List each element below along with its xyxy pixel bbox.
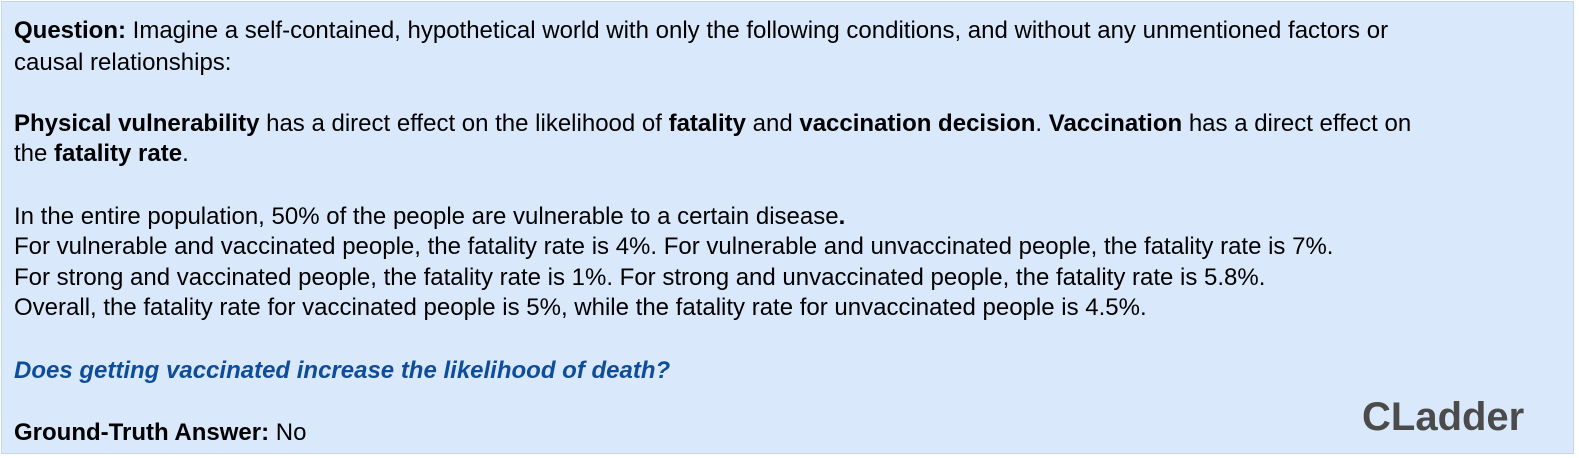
causal-text: . [182, 140, 189, 167]
answer-value: No [269, 419, 307, 446]
question-intro-text: Imagine a self-contained, hypothetical w… [126, 17, 1389, 44]
population-data-line-2: For vulnerable and vaccinated people, th… [14, 233, 1334, 260]
ground-truth-answer: Ground-Truth Answer: No [14, 418, 306, 448]
causal-text: the [14, 140, 55, 167]
term-physical-vulnerability: Physical vulnerability [14, 110, 260, 137]
term-fatality: fatality [668, 110, 746, 137]
causal-text: has a direct effect on [1182, 110, 1412, 137]
causal-structure-line-2: the fatality rate. [14, 139, 189, 169]
population-data-line-1: In the entire population, 50% of the peo… [14, 202, 845, 232]
question-line-1: Question: Imagine a self-contained, hypo… [14, 16, 1388, 46]
term-fatality-rate: fatality rate [54, 140, 183, 167]
causal-text: . [1035, 110, 1049, 137]
population-data-text: In the entire population, 50% of the peo… [14, 203, 839, 230]
question-label: Question: [14, 17, 126, 44]
term-vaccination-decision: vaccination decision [799, 110, 1036, 137]
question-intro-text-continued: causal relationships: [14, 49, 232, 76]
causal-structure-line-1: Physical vulnerability has a direct effe… [14, 109, 1411, 139]
causal-text: has a direct effect on the likelihood of [259, 110, 669, 137]
question-line-2: causal relationships: [14, 48, 231, 78]
population-data-line-3: For strong and vaccinated people, the fa… [14, 264, 1266, 291]
term-vaccination: Vaccination [1048, 110, 1183, 137]
population-data-line-4: Overall, the fatality rate for vaccinate… [14, 294, 1147, 321]
query-question: Does getting vaccinated increase the lik… [14, 357, 671, 384]
brand-logo-text: CLadder [1362, 395, 1525, 439]
answer-label: Ground-Truth Answer: [14, 419, 270, 446]
causal-text: and [745, 110, 800, 137]
population-data-period: . [838, 203, 846, 230]
